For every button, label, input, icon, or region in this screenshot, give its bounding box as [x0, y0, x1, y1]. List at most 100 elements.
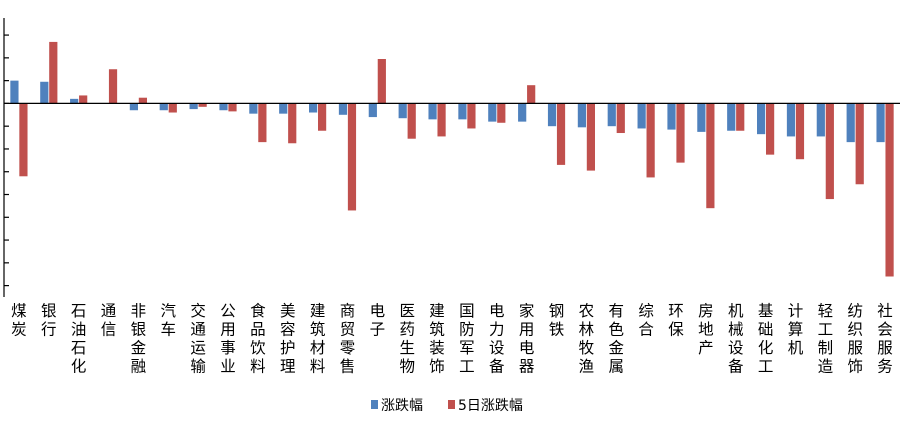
- bar-change-5d-28: [855, 103, 864, 185]
- category-label-char: 子: [370, 321, 386, 339]
- bar-change-4: [129, 103, 138, 111]
- category-label-char: 美: [280, 302, 296, 320]
- category-label-char: 地: [698, 321, 714, 339]
- category-label-char: 炭: [11, 321, 27, 339]
- bar-change-5d-0: [19, 103, 28, 177]
- category-label-char: 基: [758, 302, 774, 320]
- bar-change-5d-5: [168, 103, 177, 113]
- category-label-char: 有: [609, 302, 625, 320]
- category-label-char: 备: [489, 358, 505, 376]
- category-label-char: 电: [519, 339, 535, 357]
- category-label-char: 商: [340, 302, 356, 320]
- category-label-char: 油: [71, 321, 87, 339]
- category-label-char: 工: [818, 321, 834, 339]
- bar-change-2: [70, 98, 79, 104]
- bar-change-27: [816, 103, 825, 137]
- bar-change-5d-17: [527, 85, 536, 104]
- category-label-char: 化: [758, 339, 774, 357]
- category-label-char: 药: [399, 321, 415, 339]
- category-label-char: 食: [250, 302, 266, 320]
- category-label-char: 础: [758, 321, 774, 339]
- category-label-char: 属: [609, 358, 625, 376]
- category-label-char: 电: [370, 302, 386, 320]
- bar-change-5d-2: [79, 95, 88, 104]
- category-label-char: 容: [280, 321, 296, 339]
- category-label-char: 机: [728, 302, 744, 320]
- category-label-1: 银行: [41, 302, 57, 339]
- category-label-char: 料: [310, 358, 326, 376]
- category-label-char: 建: [429, 302, 445, 320]
- bar-change-7: [219, 103, 228, 111]
- category-label-char: 护: [280, 339, 296, 357]
- bar-change-5d-12: [377, 59, 386, 104]
- category-label-char: 合: [638, 321, 654, 339]
- category-label-char: 产: [698, 339, 714, 357]
- category-label-char: 金: [609, 339, 625, 357]
- bar-change-5d-15: [467, 103, 476, 129]
- bar-change-12: [368, 103, 377, 118]
- bar-change-5d-13: [407, 103, 416, 139]
- category-label-char: 物: [399, 358, 415, 376]
- category-label-char: 织: [847, 321, 863, 339]
- legend-label-series-1: 涨跌幅: [381, 398, 423, 414]
- bar-change-5d-18: [556, 103, 566, 165]
- bar-change-16: [488, 103, 497, 122]
- category-label-char: 环: [668, 302, 684, 320]
- category-label-char: 通: [190, 321, 206, 339]
- category-label-char: 用: [220, 321, 236, 339]
- category-label-char: 运: [190, 339, 206, 357]
- category-label-char: 输: [190, 358, 206, 376]
- category-label-char: 饰: [429, 358, 445, 376]
- category-label-char: 工: [758, 358, 774, 376]
- category-label-char: 非: [131, 302, 147, 320]
- category-label-char: 械: [728, 321, 744, 339]
- category-label-3: 通信: [101, 302, 117, 339]
- category-label-char: 房: [698, 302, 714, 320]
- legend-swatch-series-1: [371, 400, 378, 409]
- bar-change-13: [398, 103, 407, 119]
- bar-change-5d-16: [497, 103, 506, 123]
- category-label-char: 铁: [549, 321, 565, 339]
- category-label-char: 保: [668, 321, 684, 339]
- category-label-char: 石: [71, 339, 87, 357]
- category-label-char: 机: [788, 339, 804, 357]
- category-label-char: 电: [489, 302, 505, 320]
- category-label-char: 银: [41, 302, 57, 320]
- bar-change-5d-3: [108, 69, 118, 104]
- category-label-char: 车: [161, 321, 177, 339]
- bar-change-21: [637, 103, 646, 129]
- bar-change-8: [249, 103, 258, 114]
- category-label-char: 算: [788, 320, 804, 339]
- category-label-char: 轻: [818, 302, 834, 320]
- bar-change-5d-21: [646, 103, 655, 178]
- category-label-char: 国: [459, 302, 475, 320]
- category-label-char: 材: [310, 339, 326, 357]
- category-label-char: 石: [71, 302, 87, 320]
- category-label-char: 公: [220, 302, 236, 320]
- bar-change-10: [309, 103, 318, 113]
- bar-change-5d-25: [766, 103, 775, 155]
- category-label-char: 售: [340, 358, 356, 376]
- category-label-char: 农: [579, 302, 595, 320]
- bar-change-23: [697, 103, 706, 132]
- bar-change-5d-7: [228, 103, 237, 112]
- category-label-char: 制: [818, 339, 834, 357]
- category-label-char: 社: [877, 302, 893, 320]
- bar-change-28: [846, 103, 855, 143]
- category-label-char: 化: [71, 358, 87, 376]
- bar-change-24: [727, 103, 736, 131]
- bar-change-0: [10, 80, 19, 104]
- category-label-char: 理: [280, 358, 296, 376]
